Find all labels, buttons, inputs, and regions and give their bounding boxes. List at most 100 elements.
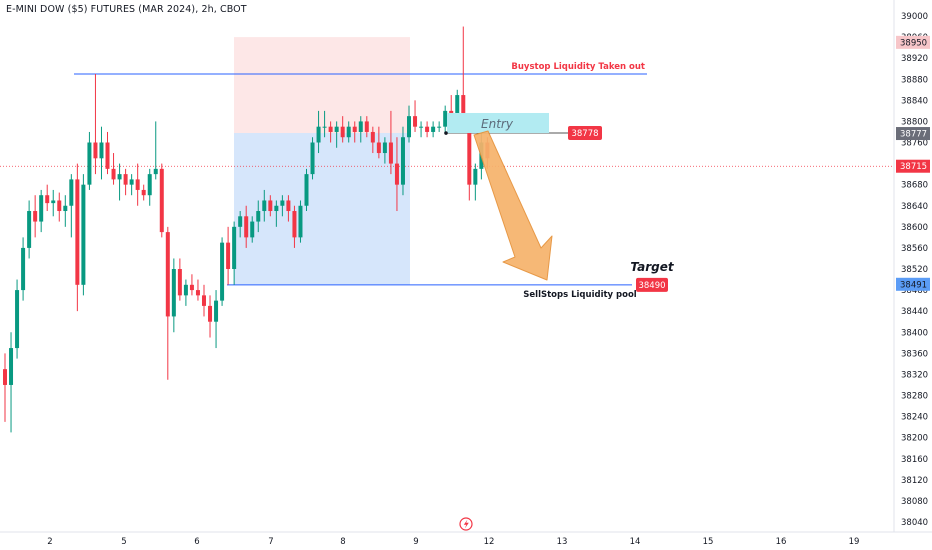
candle-body [274,205,279,212]
candle-body [117,174,122,180]
candle [226,226,231,285]
candle [208,295,213,338]
candle [244,205,249,248]
candle-body [382,142,387,154]
candle-body [256,211,261,222]
candle-body [135,179,140,190]
candle [328,121,333,143]
candle [129,174,134,196]
candle-body [93,142,98,159]
candle-body [394,163,399,185]
candle [443,105,448,132]
candle-body [75,179,80,285]
candle-body [280,200,285,206]
candle-body [262,200,267,212]
candle-body [129,179,134,185]
price-tick-label: 38760 [901,139,928,149]
candle-body [400,137,405,185]
time-tick-label: 7 [268,537,273,547]
candle [183,279,188,306]
candle [51,189,56,217]
price-tick-label: 38800 [901,117,928,127]
price-tick-label: 39000 [901,12,928,22]
candle-body [346,126,351,138]
candle [407,105,412,143]
candle [280,195,285,217]
candle [69,174,74,238]
candle-body [15,290,20,349]
candle [310,137,315,180]
sellstops-label: SellStops Liquidity pool [523,290,637,300]
candle-body [171,269,176,317]
candles [3,26,490,433]
candle-body [298,205,303,238]
buystop-label: Buystop Liquidity Taken out [511,62,645,72]
candle [437,121,442,132]
price-tick-label: 38240 [901,413,928,423]
candle [364,116,369,138]
candle [63,195,68,227]
candle-body [208,305,213,322]
candle-body [183,284,188,296]
price-axis-tags: 38950 38777 38715 38491 [896,35,930,291]
candle [382,137,387,164]
time-tick-label: 12 [484,537,495,547]
price-tick-label: 38680 [901,181,928,191]
candle [304,168,309,212]
time-tick-label: 6 [194,537,199,547]
candle-body [39,195,44,222]
candle-body [286,200,291,212]
candle-body [51,200,56,204]
entry-tag-text: 38778 [571,129,598,139]
candle-body [201,295,206,306]
candle [111,153,116,185]
candle [238,211,243,238]
candle [334,121,339,148]
target-price-tag-box [896,277,930,291]
candle [400,126,405,196]
candle-body [431,126,436,132]
candle [473,163,478,201]
candle [75,163,80,312]
candle-body [33,211,38,222]
candle-body [141,189,146,196]
time-tick-label: 19 [849,537,860,547]
candle [159,163,164,238]
price-tick-label: 38280 [901,392,928,402]
candle [286,195,291,222]
current-price-tag-text: 38715 [900,162,927,172]
price-tick-label: 38120 [901,476,928,486]
time-tick-label: 2 [47,537,52,547]
candle [33,195,38,238]
time-axis-ticks[interactable]: 2 5 6 7 8 9 12 13 14 15 16 19 [47,537,859,547]
candle-body [358,121,363,132]
candle-body [268,200,273,212]
candle [9,332,14,433]
candle-body [159,168,164,233]
candle [346,121,351,143]
lightning-icon[interactable] [459,517,473,531]
time-tick-label: 13 [557,537,568,547]
down-arrow [473,130,553,281]
candle [177,258,182,301]
time-tick-label: 14 [630,537,641,547]
candle-body [310,142,315,175]
current-price-tag-box [896,159,930,173]
candle-body [316,126,321,143]
candle [292,205,297,248]
candle-body [473,168,478,185]
candle [105,131,110,175]
candle [3,353,7,422]
price-tick-label: 38440 [901,307,928,317]
candle-body [437,126,442,128]
high-price-tag-box [896,35,930,49]
candle [250,216,255,243]
candle [340,116,345,143]
candle-body [425,126,430,132]
candle [467,126,472,201]
candle [220,237,225,306]
price-axis[interactable] [894,0,932,532]
candle [189,274,194,296]
candle [431,121,436,138]
